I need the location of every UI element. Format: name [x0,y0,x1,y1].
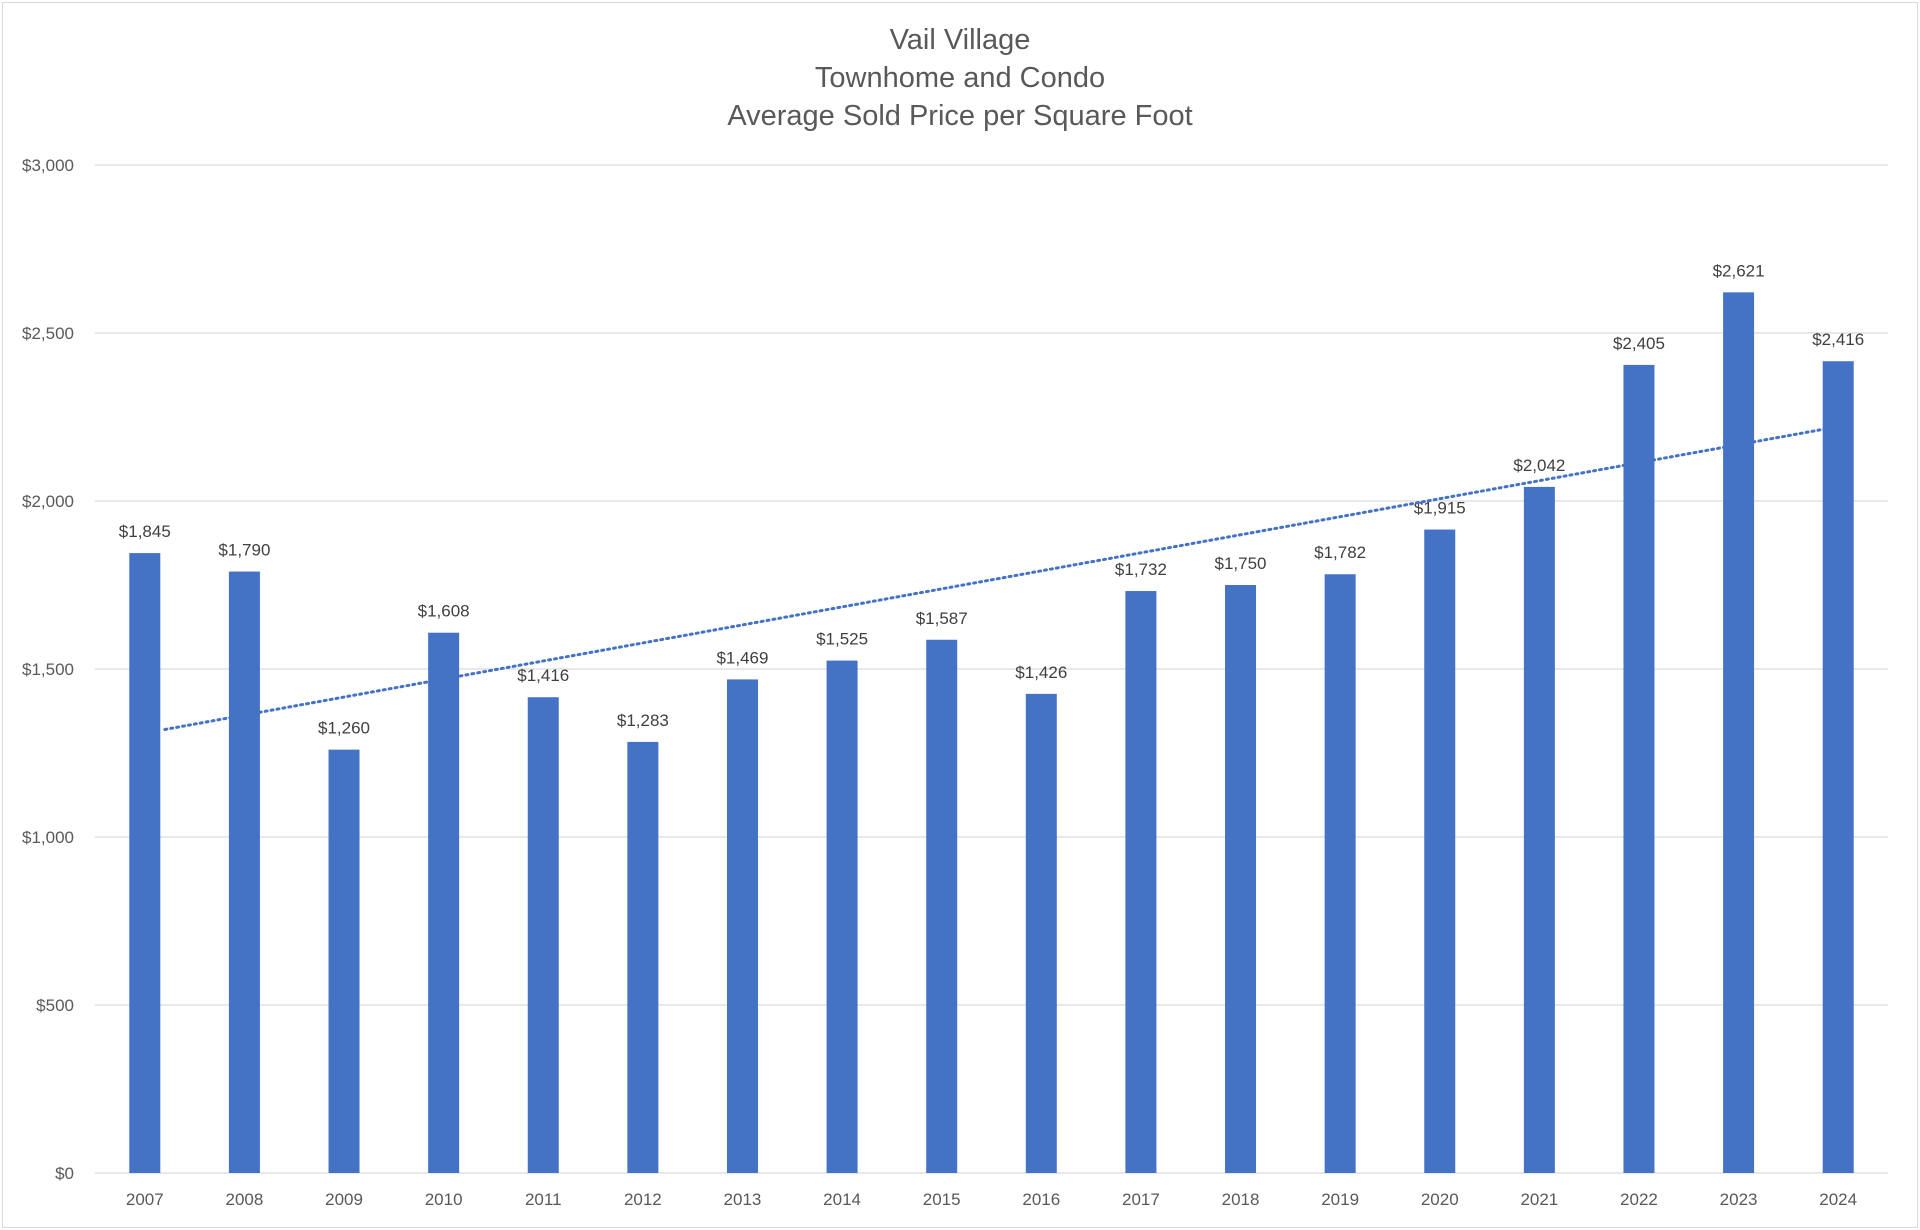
y-tick-label: $1,500 [22,660,74,679]
bar [228,571,260,1173]
data-label: $1,525 [816,630,868,649]
x-tick-label: 2013 [724,1190,762,1209]
x-tick-label: 2009 [325,1190,363,1209]
x-tick-label: 2015 [923,1190,961,1209]
data-label: $1,750 [1215,554,1267,573]
data-label: $1,845 [119,522,171,541]
y-tick-label: $3,000 [22,156,74,175]
x-tick-label: 2011 [525,1190,562,1209]
data-label: $1,426 [1015,663,1067,682]
x-tick-label: 2012 [624,1190,662,1209]
x-tick-label: 2010 [425,1190,463,1209]
data-label: $1,416 [517,666,569,685]
bar [1125,591,1157,1173]
data-label: $1,732 [1115,560,1167,579]
x-tick-label: 2017 [1122,1190,1160,1209]
bar [1523,486,1555,1173]
bar [1324,574,1356,1173]
y-tick-label: $1,000 [22,828,74,847]
data-label: $2,416 [1812,330,1864,349]
bar [1723,292,1755,1173]
data-label: $1,283 [617,711,669,730]
chart-title-line-3: Average Sold Price per Square Foot [727,100,1193,132]
data-label: $1,260 [318,719,370,738]
data-label: $2,042 [1513,456,1565,475]
chart-title-line-1: Vail Village [889,24,1031,56]
x-tick-label: 2016 [1022,1190,1060,1209]
x-tick-label: 2024 [1819,1190,1857,1209]
data-label: $1,608 [418,602,470,621]
x-tick-label: 2014 [823,1190,861,1209]
x-tick-label: 2008 [226,1190,264,1209]
bar [129,553,161,1173]
y-tick-label: $0 [55,1164,74,1183]
x-tick-label: 2023 [1720,1190,1758,1209]
bar [1623,364,1655,1173]
y-tick-label: $500 [36,996,74,1015]
x-tick-label: 2021 [1520,1190,1558,1209]
chart-title-line-2: Townhome and Condo [814,62,1106,94]
data-label: $2,621 [1713,261,1765,280]
x-tick-label: 2018 [1222,1190,1260,1209]
data-label: $1,587 [916,609,968,628]
bar [926,639,958,1173]
trendline [163,427,1828,731]
bar [1025,693,1057,1173]
bar [328,749,360,1173]
bar [826,660,858,1173]
x-tick-label: 2007 [126,1190,164,1209]
x-tick-label: 2020 [1421,1190,1459,1209]
bar [627,741,659,1173]
bar [726,679,758,1173]
x-tick-label: 2019 [1321,1190,1359,1209]
data-label: $2,405 [1613,334,1665,353]
bar [527,697,559,1173]
bar [1822,361,1854,1173]
bar [1225,585,1257,1173]
y-tick-label: $2,000 [22,492,74,511]
y-tick-label: $2,500 [22,324,74,343]
data-label: $1,790 [218,541,270,560]
bar [1424,529,1456,1173]
bar [428,632,460,1173]
x-tick-label: 2022 [1620,1190,1658,1209]
data-label: $1,469 [716,648,768,667]
data-label: $1,782 [1314,543,1366,562]
data-label: $1,915 [1414,499,1466,518]
